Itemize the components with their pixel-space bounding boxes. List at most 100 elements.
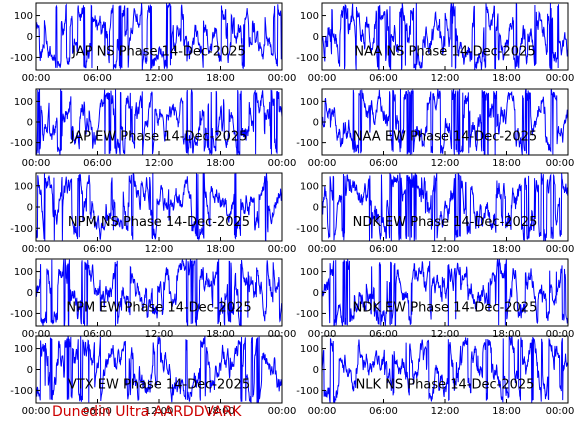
y-tick-label: 100: [14, 97, 33, 108]
x-tick-label: 12:00: [145, 406, 174, 417]
subplot-title: NAA NS Phase 14-Dec-2025: [354, 44, 535, 59]
y-tick-label: -100: [10, 53, 33, 64]
x-tick-label: 18:00: [206, 406, 235, 417]
subplot-4: 100 0 -100 00:00 06:00 12:00 18:00 00:00 NAA EW …: [296, 88, 575, 169]
y-tick-label: 0: [313, 118, 319, 129]
phase-trace: [322, 336, 568, 403]
y-tick-label: 0: [27, 203, 33, 214]
x-tick-label: 06:00: [369, 158, 398, 169]
y-tick-label: 0: [313, 203, 319, 214]
x-tick-label: 18:00: [492, 158, 521, 169]
y-tick-label: 100: [14, 267, 33, 278]
x-tick-label: 00:00: [546, 73, 575, 84]
y-tick-label: 100: [14, 11, 33, 22]
subplot-5: 100 0 -100 00:00 06:00 12:00 18:00 00:00 NPM NS …: [10, 172, 297, 255]
y-tick-label: -100: [296, 138, 319, 149]
phase-trace: [322, 89, 568, 155]
y-tick-label: -100: [296, 53, 319, 64]
x-tick-label: 06:00: [369, 406, 398, 417]
x-tick-label: 12:00: [431, 406, 460, 417]
x-tick-label: 00:00: [22, 158, 51, 169]
x-tick-label: 06:00: [83, 158, 112, 169]
x-tick-label: 12:00: [145, 244, 174, 255]
y-tick-label: 100: [300, 267, 319, 278]
y-tick-label: 100: [300, 97, 319, 108]
subplot-7: 100 0 -100 00:00 06:00 12:00 18:00 00:00 NPM EW …: [10, 258, 297, 340]
subplot-title: NLK NS Phase 14-Dec-2025: [356, 377, 535, 392]
x-tick-label: 00:00: [268, 329, 297, 340]
subplot-title: NDK EW Phase 14-Dec-2025: [353, 300, 538, 315]
phase-trace: [322, 259, 568, 326]
subplot-title: NPM NS Phase 14-Dec-2025: [68, 215, 250, 230]
y-tick-label: -100: [296, 386, 319, 397]
x-tick-label: 00:00: [308, 73, 337, 84]
y-tick-label: -100: [296, 309, 319, 320]
x-tick-label: 00:00: [22, 244, 51, 255]
y-tick-label: 0: [27, 365, 33, 376]
x-tick-label: 18:00: [206, 329, 235, 340]
subplot-6: 100 0 -100 00:00 06:00 12:00 18:00 00:00 NDK EW …: [296, 172, 575, 255]
x-tick-label: 00:00: [22, 73, 51, 84]
y-tick-label: 100: [14, 344, 33, 355]
x-tick-label: 06:00: [369, 244, 398, 255]
x-tick-label: 06:00: [83, 73, 112, 84]
x-tick-label: 06:00: [369, 73, 398, 84]
subplot-8: 100 0 -100 00:00 06:00 12:00 18:00 00:00 NDK EW …: [296, 258, 575, 340]
y-tick-label: 100: [300, 11, 319, 22]
subplot-title: NAA EW Phase 14-Dec-2025: [353, 129, 537, 144]
x-tick-label: 00:00: [546, 244, 575, 255]
x-tick-label: 00:00: [268, 158, 297, 169]
x-tick-label: 00:00: [308, 406, 337, 417]
x-tick-label: 06:00: [83, 244, 112, 255]
y-tick-label: 100: [300, 181, 319, 192]
x-tick-label: 00:00: [546, 158, 575, 169]
subplot-title: JAP NS Phase 14-Dec-2025: [71, 44, 246, 59]
x-tick-label: 18:00: [206, 73, 235, 84]
subplot-title: NDK EW Phase 14-Dec-2025: [353, 215, 538, 230]
y-tick-label: -100: [10, 138, 33, 149]
y-tick-label: 0: [27, 288, 33, 299]
subplot-3: 100 0 -100 00:00 06:00 12:00 18:00 00:00 JAP EW …: [10, 88, 297, 169]
x-tick-label: 12:00: [431, 158, 460, 169]
x-tick-label: 00:00: [268, 73, 297, 84]
x-tick-label: 18:00: [492, 406, 521, 417]
x-tick-label: 18:00: [206, 158, 235, 169]
subplot-title: VTX EW Phase 14-Dec-2025: [68, 377, 250, 392]
x-tick-label: 18:00: [492, 73, 521, 84]
x-tick-label: 00:00: [268, 244, 297, 255]
phase-trace: [36, 3, 282, 70]
x-tick-label: 06:00: [369, 329, 398, 340]
y-tick-label: 0: [27, 118, 33, 129]
phase-trace: [36, 173, 282, 241]
x-tick-label: 00:00: [546, 329, 575, 340]
x-tick-label: 00:00: [308, 158, 337, 169]
subplot-1: 100 0 -100 00:00 06:00 12:00 18:00 00:00 JAP NS …: [10, 2, 297, 84]
phase-trace: [322, 3, 568, 70]
phase-trace: [36, 336, 282, 403]
x-tick-label: 12:00: [431, 244, 460, 255]
phase-trace: [36, 259, 282, 326]
x-tick-label: 00:00: [546, 406, 575, 417]
y-tick-label: 0: [313, 32, 319, 43]
plot-frame: [35, 88, 283, 156]
phase-trace: [322, 173, 568, 241]
y-tick-label: 100: [300, 344, 319, 355]
x-tick-label: 12:00: [145, 329, 174, 340]
x-tick-label: 00:00: [22, 406, 51, 417]
x-tick-label: 12:00: [145, 73, 174, 84]
footer-label: Dunedin Ultra AARDDVARK: [52, 404, 242, 420]
y-tick-label: -100: [10, 386, 33, 397]
x-tick-label: 06:00: [83, 329, 112, 340]
subplot-2: 100 0 -100 00:00 06:00 12:00 18:00 00:00 NAA NS …: [296, 2, 575, 84]
subplot-title: NPM EW Phase 14-Dec-2025: [66, 300, 251, 315]
subplot-10: 100 0 -100 00:00 06:00 12:00 18:00 00:00 NLK NS …: [296, 335, 575, 417]
x-tick-label: 12:00: [145, 158, 174, 169]
phase-trace: [36, 89, 282, 155]
subplot-9: 100 0 -100 00:00 06:00 12:00 18:00 00:00 VTX EW …: [10, 335, 296, 417]
y-tick-label: -100: [296, 224, 319, 235]
x-tick-label: 12:00: [431, 329, 460, 340]
y-tick-label: 0: [313, 288, 319, 299]
x-tick-label: 18:00: [492, 329, 521, 340]
x-tick-label: 00:00: [308, 244, 337, 255]
